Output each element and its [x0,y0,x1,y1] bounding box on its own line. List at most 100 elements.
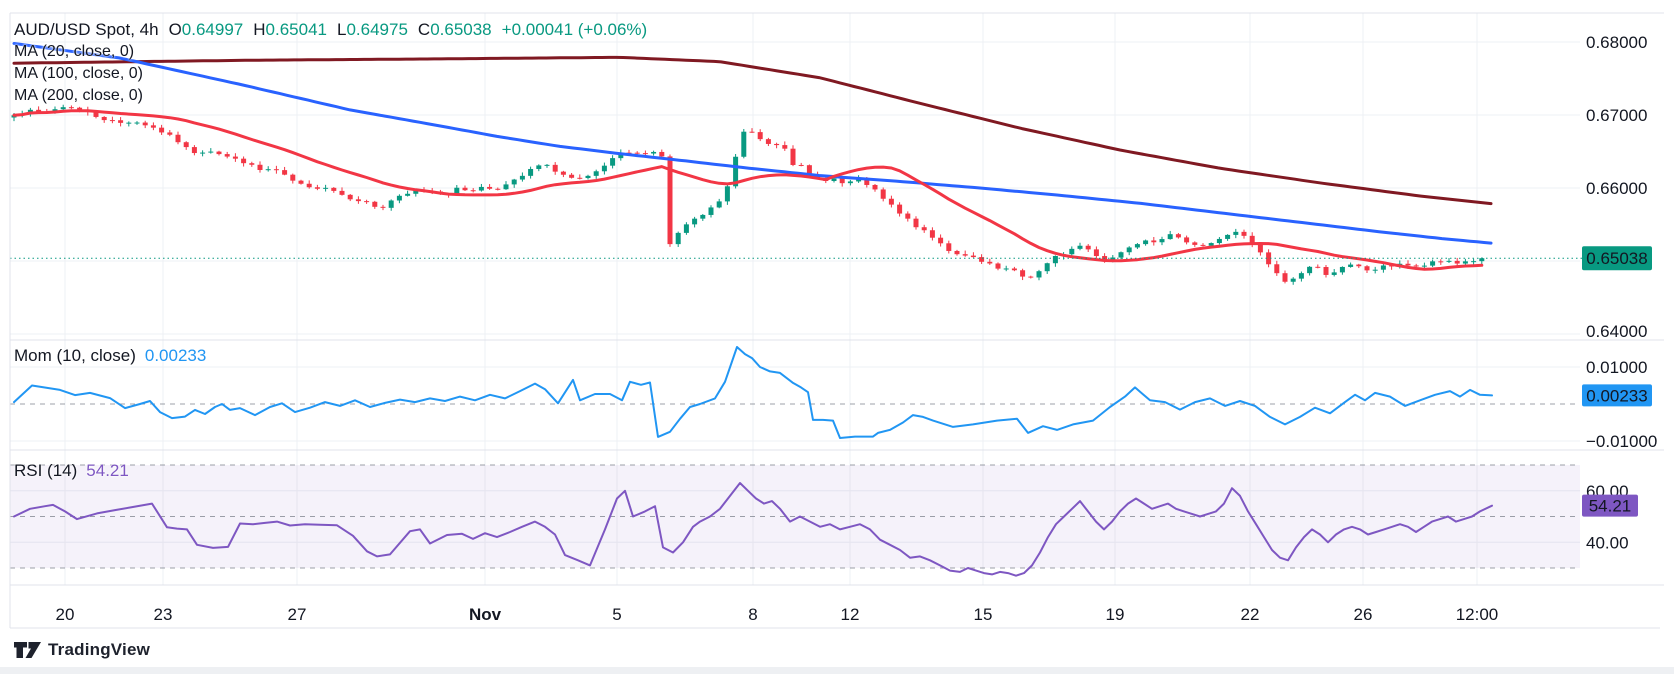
candle-body [1044,263,1050,272]
time-scale[interactable]: 20 23 27 Nov 5 8 12 15 19 22 26 12:00 [56,605,1499,624]
rsi-value-badge-text: 54.21 [1589,497,1632,516]
candle-body [847,181,853,184]
tradingview-logo-icon [14,642,41,658]
candle-body [487,186,493,189]
candle-body [208,151,214,153]
candle-body [1143,240,1149,245]
candle-body [388,200,394,208]
legend-ma200[interactable]: MA (200, close, 0) [14,87,143,104]
candle-body [1085,245,1091,250]
candle-body [831,178,837,182]
time-axis-label: 12:00 [1456,605,1499,624]
candle-body [265,169,271,171]
candle-body [1118,252,1124,258]
rsi-label: RSI (14) [14,461,78,480]
candle-body [175,134,181,143]
candle-body [577,177,583,179]
candle-body [1151,240,1157,243]
time-axis-label: 23 [154,605,173,624]
candle-body [1192,242,1198,245]
candle-body [897,204,903,214]
time-axis-label: 26 [1354,605,1373,624]
rsi-pane-hitarea[interactable] [10,450,1580,585]
candle-body [1028,276,1034,278]
candle-body [683,224,689,233]
candle-body [1339,266,1345,273]
candle-body [872,184,878,190]
change-value: +0.00041 (+0.06%) [501,20,648,39]
candle-body [913,218,919,228]
candle-body [610,158,616,166]
legend-ma20[interactable]: MA (20, close, 0) [14,43,135,60]
candle-body [888,198,894,205]
momentum-value-badge [1582,384,1652,407]
momentum-axis-label: 0.01000 [1586,358,1647,377]
candle-body [1298,273,1304,279]
candle-body [741,131,747,157]
candle-body [126,122,132,124]
candle-body [1323,267,1329,275]
candle-body [1274,264,1280,274]
candle-body [1421,265,1427,267]
candle-body [167,132,173,135]
candle-body [109,120,115,122]
candle-body [1257,243,1263,253]
candle-body [1446,260,1452,262]
price-axis-label: 0.67000 [1586,106,1647,125]
candle-body [1159,239,1165,243]
candle-body [749,131,755,133]
candle-body [560,171,566,175]
ma100-line [12,42,1493,245]
bottom-strip [0,667,1674,674]
candle-body [93,112,99,117]
candle-body [1356,264,1362,267]
candle-body [970,255,976,258]
candle-body [339,190,345,195]
candle-body [68,107,74,109]
rsi-pane-legend[interactable]: RSI (14) 54.21 [14,461,129,481]
candle-body [733,156,739,187]
time-axis-hitarea[interactable] [10,585,1660,628]
candle-body [692,218,698,225]
candle-body [716,201,722,208]
tradingview-logo[interactable]: TradingView [14,640,150,660]
candle-body [150,125,156,128]
legend-ma100[interactable]: MA (100, close, 0) [14,65,143,82]
momentum-value-badge-text: 0.00233 [1586,386,1647,405]
candle-body [1413,265,1419,267]
candle-body [478,186,484,191]
candle-body [765,139,771,144]
time-axis-label: 22 [1241,605,1260,624]
candle-body [552,164,558,172]
price-pane[interactable] [11,42,1493,285]
candle-body [1167,234,1173,240]
candle-body [257,164,263,170]
low-label: L [336,20,347,39]
momentum-pane-hitarea[interactable] [10,340,1580,450]
candle-body [864,177,870,185]
candle-body [470,190,476,192]
candle-body [880,189,886,199]
candle-body [585,175,591,179]
candle-body [159,127,165,133]
rsi-axis-label: 40.00 [1586,533,1629,552]
time-axis-label: 15 [974,605,993,624]
price-scale-hitarea[interactable] [1580,13,1674,585]
candle-body [191,147,197,154]
candle-body [1282,273,1288,282]
candle-body [380,206,386,208]
candle-body [1216,238,1222,244]
candle-body [1233,231,1239,235]
candle-body [364,201,370,203]
candle-body [216,151,222,155]
candle-body [495,188,501,190]
candle-body [405,193,411,196]
candle-body [347,194,353,200]
candle-body [232,156,238,159]
legend-main-row[interactable]: AUD/USD Spot, 4h O0.64997 H0.65041 L0.64975… [14,19,647,41]
candle-body [1036,271,1042,278]
candle-body [298,180,304,184]
momentum-pane-legend[interactable]: Mom (10, close) 0.00233 [14,346,206,366]
